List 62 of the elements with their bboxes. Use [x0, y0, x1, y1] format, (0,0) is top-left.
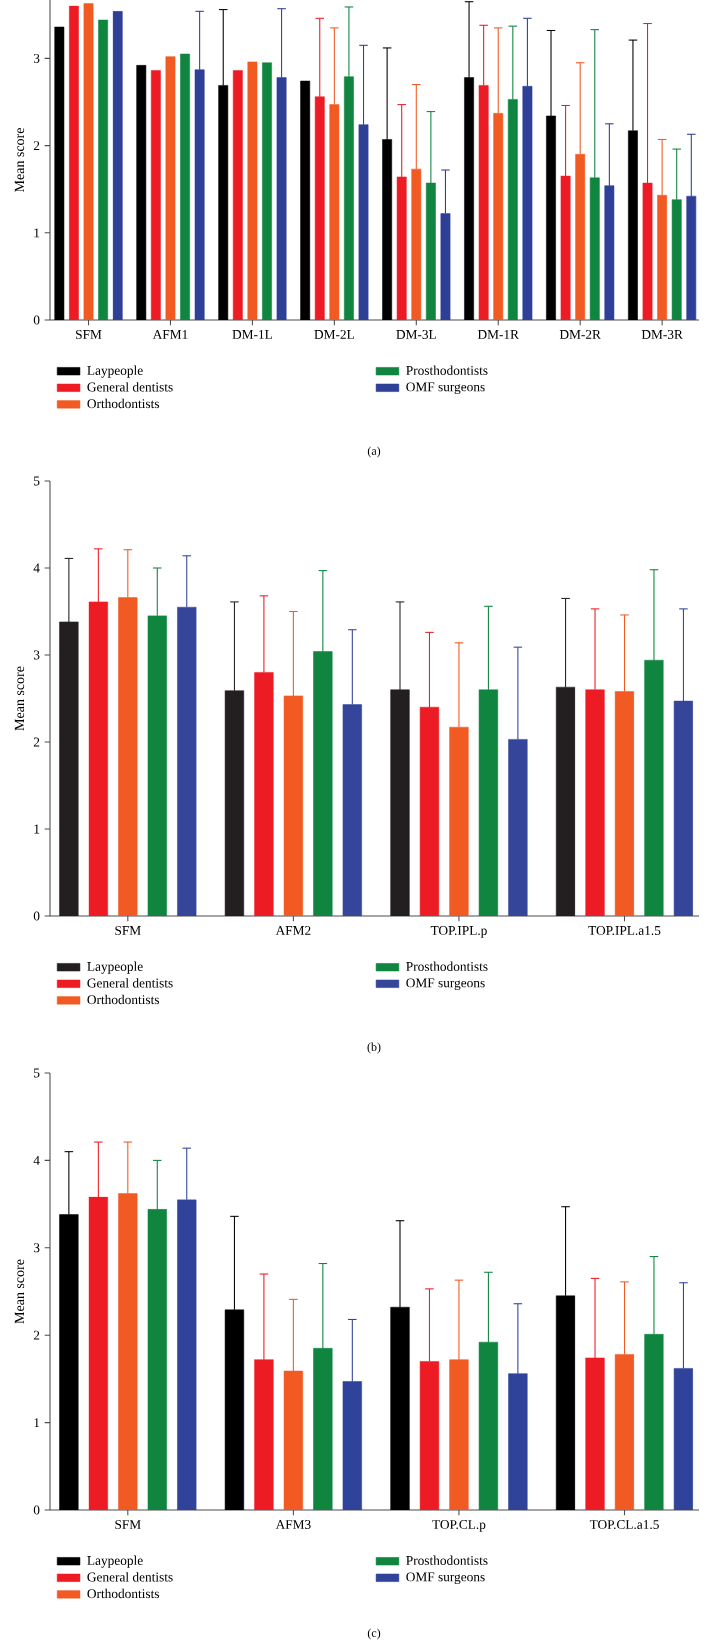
y-tick-label: 3 [33, 650, 40, 660]
legend-label: General dentists [87, 382, 173, 392]
legend-label: Orthodontists [87, 1588, 160, 1599]
bar [262, 62, 272, 320]
y-tick-label: 3 [33, 53, 40, 63]
x-tick-label: DM-2L [314, 330, 354, 339]
y-tick-label: 5 [34, 1068, 40, 1078]
legend-label: Prosthodontists [406, 1555, 488, 1565]
legend-label: OMF surgeons [406, 978, 485, 991]
bar [165, 56, 176, 320]
bar [232, 70, 243, 320]
y-tick-label: 5 [34, 476, 40, 486]
y-tick-label: 4 [33, 1156, 40, 1165]
legend-label: Laypeople [87, 365, 143, 378]
text: (b) [367, 1042, 381, 1054]
x-tick-label: SFM [115, 1520, 141, 1529]
x-tick-label: DM-1R [477, 330, 519, 339]
x-tick-label: AFM3 [275, 1520, 311, 1529]
x-tick-label: AFM1 [152, 330, 188, 339]
x-tick-label: TOP.CL.p [432, 1520, 486, 1532]
y-tick-label: 3 [33, 1243, 40, 1253]
y-tick-label: 2 [33, 1330, 40, 1340]
y-axis-title: Mean score [14, 128, 25, 193]
text: (c) [367, 1628, 381, 1640]
legend-label: OMF surgeons [406, 382, 485, 395]
x-tick-label: DM-3L [396, 330, 436, 339]
bar [150, 70, 161, 320]
y-tick-label: 1 [34, 824, 40, 834]
y-tick-label: 0 [33, 911, 40, 921]
legend-label: General dentists [87, 1572, 173, 1582]
y-tick-label: 2 [33, 737, 40, 747]
x-tick-label: SFM [76, 330, 102, 339]
y-tick-label: 4 [33, 563, 40, 573]
legend-label: OMF surgeons [406, 1572, 485, 1585]
bar [69, 5, 79, 320]
y-tick-label: 1 [34, 228, 40, 238]
legend-label: Orthodontists [87, 398, 160, 409]
x-tick-label: DM-1L [232, 330, 272, 339]
y-tick-label: 0 [33, 315, 40, 325]
bar [247, 61, 258, 320]
text: (a) [367, 446, 381, 458]
y-axis-title: Mean score [14, 666, 25, 731]
legend-label: Orthodontists [87, 994, 160, 1005]
bar [180, 53, 190, 320]
y-tick-label: 1 [34, 1418, 40, 1427]
legend-label: Prosthodontists [406, 961, 488, 971]
legend-label: Laypeople [87, 1555, 143, 1568]
x-tick-label: DM-3R [641, 330, 683, 339]
x-tick-label: TOP.IPL.p [430, 926, 487, 938]
x-tick-label: TOP.IPL.a1.5 [588, 926, 661, 936]
legend-label: General dentists [87, 978, 173, 988]
bar [98, 19, 108, 320]
x-tick-label: TOP.CL.a1.5 [589, 1520, 659, 1530]
x-tick-label: DM-2R [559, 330, 601, 339]
y-tick-label: 0 [33, 1505, 40, 1515]
x-tick-label: SFM [115, 926, 141, 935]
bar [83, 3, 94, 320]
y-tick-label: 2 [33, 141, 40, 151]
legend-label: Prosthodontists [406, 365, 488, 375]
y-axis-title: Mean score [14, 1259, 25, 1324]
legend-label: Laypeople [87, 961, 143, 974]
x-tick-label: AFM2 [275, 926, 311, 935]
